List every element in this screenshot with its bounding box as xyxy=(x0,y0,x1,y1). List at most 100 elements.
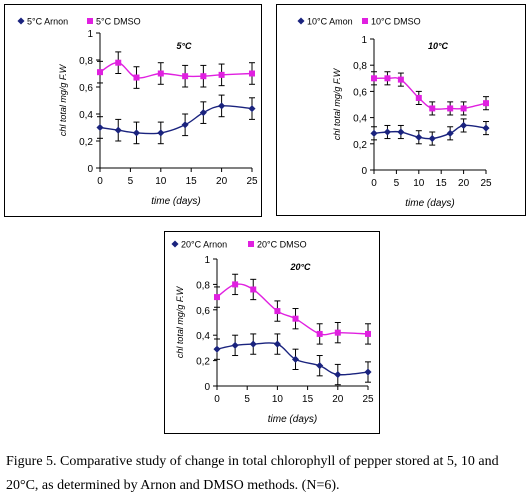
legend-marker-diamond xyxy=(297,17,305,25)
x-axis-label: time (days) xyxy=(268,414,317,425)
y-tick-label: 0,6 xyxy=(353,87,367,98)
y-axis-label: chl total mg/g F.W xyxy=(332,67,342,140)
data-point-diamond xyxy=(415,133,423,141)
data-point-diamond xyxy=(460,121,468,129)
y-axis-label: chl total mg/g F.W xyxy=(58,63,68,136)
x-tick-label: 5 xyxy=(394,178,400,189)
data-point-diamond xyxy=(96,123,104,132)
data-point-diamond xyxy=(316,362,324,370)
data-point-square xyxy=(214,294,220,301)
data-point-square xyxy=(218,71,225,78)
x-tick-label: 25 xyxy=(246,176,258,187)
legend-label: 10°C DMSO xyxy=(371,17,421,27)
data-point-diamond xyxy=(482,124,490,132)
x-axis-label: time (days) xyxy=(151,196,200,207)
chart-panel-10c: 0 0,2 0,4 0,6 0,8 1 0 5 10 15 20 25 time (days) chl t… xyxy=(276,4,526,216)
y-tick-label: 0 xyxy=(361,166,367,177)
x-tick-label: 10 xyxy=(272,394,284,405)
data-point-square xyxy=(429,105,436,112)
data-point-diamond xyxy=(231,341,239,349)
data-point-diamond xyxy=(446,129,454,137)
y-tick-label: 0 xyxy=(87,164,93,175)
chart-title: 5°C xyxy=(176,41,192,51)
data-point-square xyxy=(232,281,239,288)
data-point-diamond xyxy=(181,121,189,129)
y-tick-label: 0,2 xyxy=(353,140,367,151)
series-line xyxy=(99,105,253,135)
series-line xyxy=(216,283,369,336)
data-point-square xyxy=(447,105,454,112)
x-tick-label: 5 xyxy=(244,394,250,405)
y-tick-label: 1 xyxy=(361,35,367,46)
legend-label: 20°C Arnon xyxy=(181,240,227,250)
data-point-diamond xyxy=(114,126,122,134)
chart-panel-5c: 0 0,2 0,4 0,6 0,8 1 0 5 10 15 20 25 time (days) chl t… xyxy=(4,4,262,217)
data-point-square xyxy=(365,330,371,337)
chart-title: 20°C xyxy=(289,262,311,272)
x-tick-label: 25 xyxy=(362,394,374,405)
y-tick-label: 0,4 xyxy=(196,331,210,342)
x-tick-label: 0 xyxy=(97,176,103,187)
data-point-square xyxy=(249,70,255,77)
x-axis-label: time (days) xyxy=(405,198,454,209)
data-point-square xyxy=(182,73,189,80)
y-tick-label: 0,6 xyxy=(196,306,210,317)
y-tick-label: 1 xyxy=(87,29,93,40)
x-tick-label: 10 xyxy=(155,176,167,187)
x-tick-label: 15 xyxy=(436,178,448,189)
legend-label: 10°C Amon xyxy=(307,17,353,27)
data-point-diamond xyxy=(334,371,342,379)
y-tick-label: 0,4 xyxy=(353,114,367,125)
x-tick-label: 10 xyxy=(413,178,425,189)
chart-panel-20c: 0 0,2 0,4 0,6 0,8 1 0 5 10 15 20 25 time (days) chl t… xyxy=(164,231,380,434)
legend-marker-square xyxy=(362,18,368,24)
data-point-diamond xyxy=(248,105,256,113)
data-point-diamond xyxy=(199,109,207,117)
data-point-square xyxy=(274,308,281,315)
y-tick-label: 0,8 xyxy=(79,56,93,67)
legend-marker-square xyxy=(87,18,93,24)
x-tick-label: 20 xyxy=(458,178,470,189)
legend-label: 5°C Arnon xyxy=(27,17,68,27)
data-point-square xyxy=(200,73,207,80)
legend-marker-diamond xyxy=(171,240,179,248)
data-point-square xyxy=(415,94,422,101)
data-point-square xyxy=(250,286,257,293)
data-point-square xyxy=(316,330,323,337)
data-point-diamond xyxy=(370,129,378,137)
data-point-square xyxy=(157,70,164,77)
legend-marker-diamond xyxy=(17,17,25,25)
data-point-square xyxy=(97,69,103,76)
legend-label: 20°C DMSO xyxy=(257,240,307,250)
caption-line-2: 20°C, as determined by Arnon and DMSO me… xyxy=(6,478,340,493)
y-tick-label: 0,2 xyxy=(196,357,210,368)
x-tick-label: 5 xyxy=(128,176,134,187)
chart-title: 10°C xyxy=(428,41,449,51)
x-tick-label: 15 xyxy=(186,176,198,187)
data-point-square xyxy=(397,76,404,83)
data-point-square xyxy=(292,315,299,322)
y-axis-label: chl total mg/g F.W xyxy=(175,285,185,358)
x-tick-label: 0 xyxy=(371,178,377,189)
data-point-square xyxy=(371,75,377,82)
data-point-diamond xyxy=(273,340,281,348)
figure-caption: Figure 5. Comparative study of change in… xyxy=(6,450,526,498)
data-point-square xyxy=(133,74,140,81)
x-tick-label: 0 xyxy=(214,394,220,405)
x-tick-label: 25 xyxy=(480,178,492,189)
data-point-square xyxy=(384,75,391,82)
x-tick-label: 15 xyxy=(302,394,314,405)
x-tick-label: 20 xyxy=(332,394,344,405)
data-point-diamond xyxy=(157,129,165,137)
series-line xyxy=(99,61,253,79)
series-line xyxy=(373,77,487,110)
data-point-diamond xyxy=(132,129,141,137)
data-point-square xyxy=(460,105,467,112)
x-tick-label: 20 xyxy=(216,176,228,187)
data-point-diamond xyxy=(428,135,436,143)
data-point-diamond xyxy=(383,128,391,136)
y-tick-label: 0,8 xyxy=(196,280,210,291)
